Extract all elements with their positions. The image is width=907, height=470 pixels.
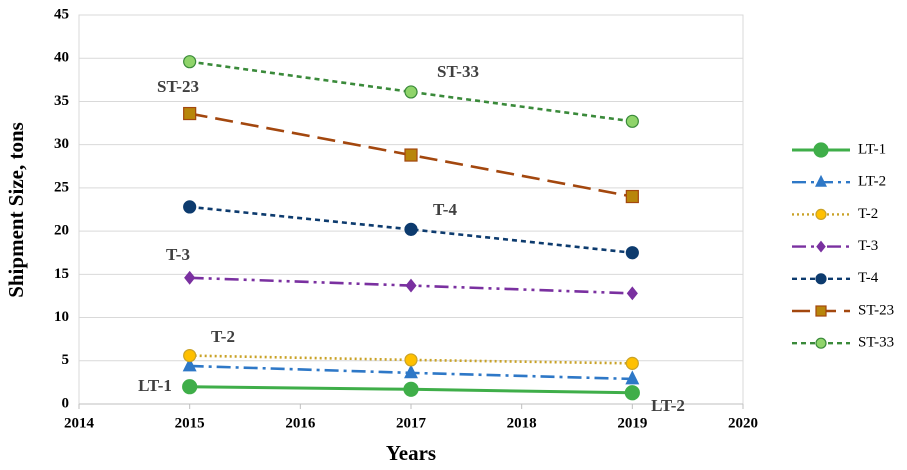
legend-label: ST-23	[858, 302, 894, 318]
x-axis-title: Years	[386, 441, 436, 465]
marker	[405, 278, 417, 293]
legend-marker	[813, 142, 829, 158]
legend-marker	[815, 305, 827, 317]
y-tick-label: 45	[54, 6, 69, 22]
legend-marker	[815, 208, 827, 220]
series-line	[189, 205, 633, 255]
marker	[183, 348, 197, 363]
y-tick-label: 35	[54, 93, 69, 109]
marker	[625, 114, 639, 128]
marker	[184, 270, 196, 285]
y-tick-label: 5	[62, 352, 70, 368]
annotation: T-4	[433, 200, 457, 219]
marker	[625, 356, 639, 370]
legend-marker	[815, 337, 827, 349]
y-tick-label: 15	[54, 266, 69, 282]
marker	[404, 85, 418, 99]
marker	[403, 381, 419, 397]
x-tick-label: 2020	[728, 415, 758, 431]
annotation: LT-1	[138, 376, 172, 395]
marker	[183, 106, 197, 121]
legend-label: T-3	[858, 238, 878, 254]
y-tick-label: 0	[62, 395, 70, 411]
y-tick-label: 10	[54, 309, 69, 325]
marker	[183, 200, 197, 214]
marker	[182, 379, 198, 395]
legend-marker	[815, 174, 827, 187]
marker	[182, 357, 197, 372]
marker	[404, 353, 418, 367]
x-tick-label: 2016	[285, 415, 316, 431]
marker	[404, 364, 418, 379]
y-tick-label: 25	[54, 179, 69, 195]
annotation: ST-23	[157, 77, 199, 96]
annotation: LT-2	[651, 396, 685, 415]
legend-label: T-2	[858, 206, 878, 222]
y-tick-label: 40	[54, 50, 69, 66]
legend-label: LT-1	[858, 141, 886, 157]
marker	[183, 55, 197, 69]
annotation: ST-33	[437, 62, 479, 81]
plot-frame	[78, 14, 744, 405]
x-tick-label: 2014	[64, 415, 95, 431]
marker	[404, 222, 418, 236]
annotation: T-3	[166, 245, 190, 264]
y-axis-title: Shipment Size, tons	[4, 122, 28, 298]
legend-marker	[815, 273, 827, 285]
legend-label: LT-2	[858, 174, 886, 190]
x-tick-label: 2019	[617, 415, 647, 431]
annotation: T-2	[211, 327, 235, 346]
x-tick-label: 2015	[175, 415, 205, 431]
x-tick-label: 2018	[507, 415, 537, 431]
legend-marker	[816, 240, 826, 253]
x-tick-label: 2017	[396, 415, 427, 431]
series-line	[189, 60, 633, 123]
marker	[404, 148, 418, 162]
legend-label: T-4	[858, 270, 879, 286]
y-tick-label: 20	[54, 223, 69, 239]
marker	[625, 370, 640, 385]
marker	[624, 385, 640, 401]
marker	[626, 286, 638, 301]
y-tick-label: 30	[54, 136, 69, 152]
legend-label: ST-33	[858, 335, 894, 351]
marker	[625, 189, 639, 204]
marker	[625, 246, 639, 260]
